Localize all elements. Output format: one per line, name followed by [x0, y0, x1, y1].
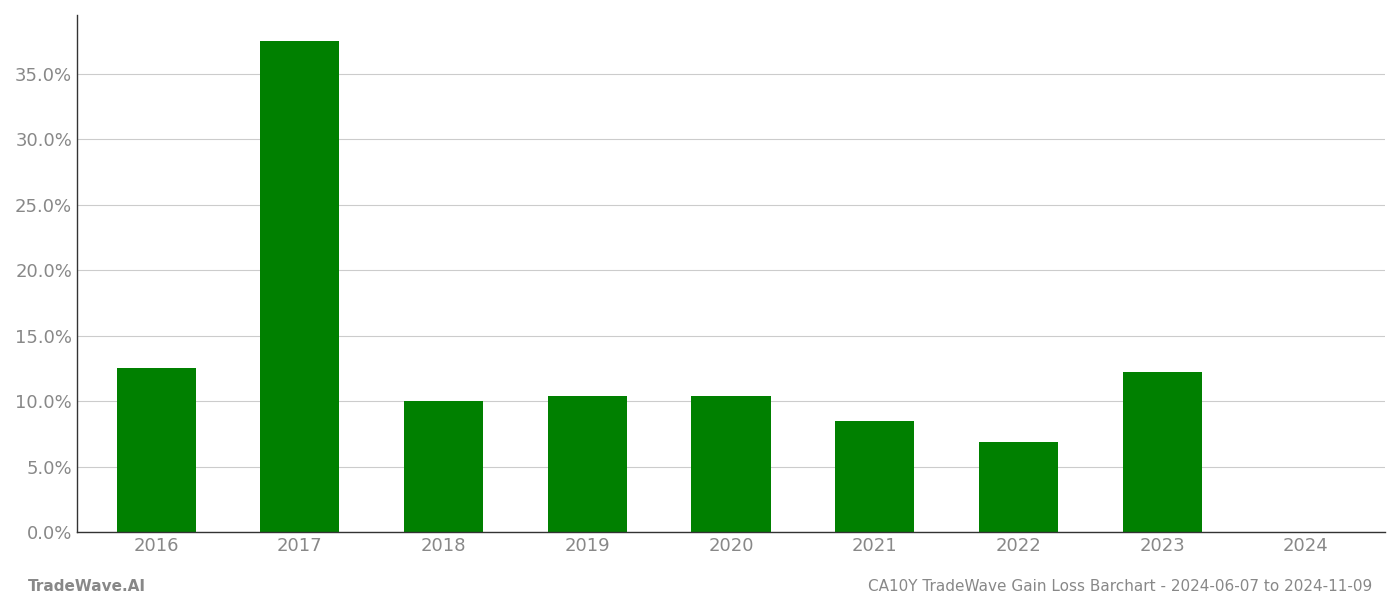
Text: TradeWave.AI: TradeWave.AI [28, 579, 146, 594]
Text: CA10Y TradeWave Gain Loss Barchart - 2024-06-07 to 2024-11-09: CA10Y TradeWave Gain Loss Barchart - 202… [868, 579, 1372, 594]
Bar [116, 368, 196, 532]
Bar [405, 401, 483, 532]
Bar [1123, 373, 1201, 532]
Bar [547, 396, 627, 532]
Bar [260, 41, 339, 532]
Bar [692, 396, 770, 532]
Bar [836, 421, 914, 532]
Bar [979, 442, 1058, 532]
